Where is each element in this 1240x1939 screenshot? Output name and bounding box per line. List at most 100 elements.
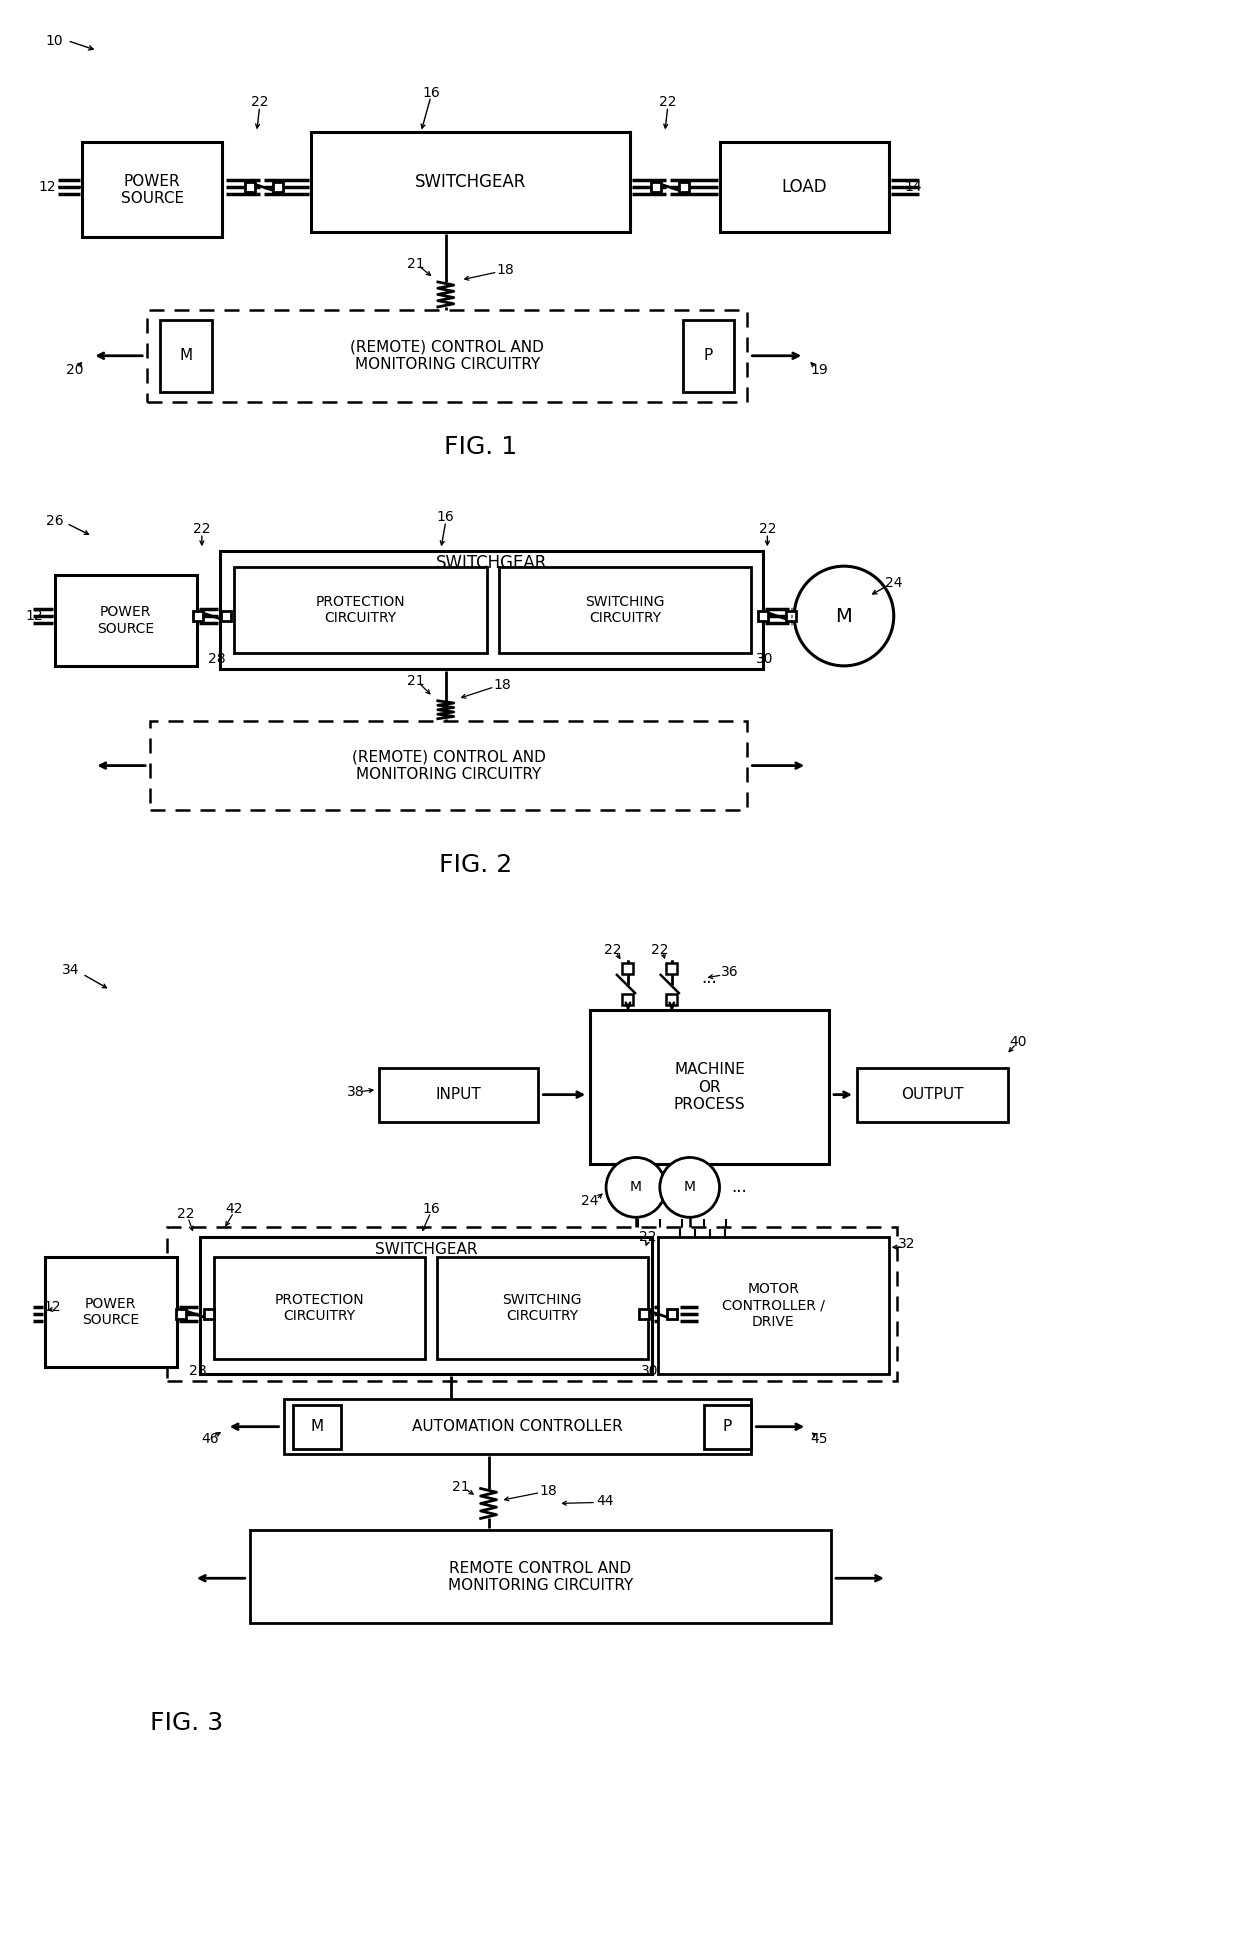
Bar: [498, 566, 751, 653]
Text: 19: 19: [810, 363, 828, 376]
Bar: [200, 1237, 652, 1375]
Text: 21: 21: [451, 1479, 470, 1493]
Text: 36: 36: [720, 966, 738, 979]
Text: 20: 20: [66, 363, 83, 376]
Bar: [311, 132, 630, 233]
Text: 21: 21: [407, 675, 425, 688]
Text: FIG. 3: FIG. 3: [150, 1710, 223, 1735]
Bar: [703, 1404, 751, 1448]
Bar: [658, 1237, 889, 1375]
Ellipse shape: [794, 566, 894, 665]
Text: 16: 16: [422, 85, 440, 99]
Text: M: M: [180, 349, 192, 363]
Text: 18: 18: [494, 679, 511, 692]
Bar: [759, 611, 769, 620]
Text: 28: 28: [188, 1363, 207, 1379]
Bar: [244, 182, 254, 192]
Bar: [167, 1227, 897, 1381]
Text: SWITCHGEAR: SWITCHGEAR: [374, 1241, 477, 1256]
Bar: [221, 611, 231, 620]
Text: 22: 22: [651, 942, 668, 958]
Text: 24: 24: [582, 1194, 599, 1208]
Text: 21: 21: [407, 258, 425, 271]
Text: 45: 45: [811, 1431, 828, 1446]
Bar: [719, 142, 889, 233]
Text: M: M: [836, 607, 852, 626]
Text: INPUT: INPUT: [435, 1088, 481, 1101]
Text: 30: 30: [755, 652, 773, 665]
Bar: [639, 1309, 649, 1319]
Text: 30: 30: [641, 1363, 658, 1379]
Text: LOAD: LOAD: [781, 178, 827, 196]
Bar: [379, 1068, 538, 1121]
Text: 22: 22: [604, 942, 621, 958]
Bar: [176, 1309, 186, 1319]
Text: M: M: [683, 1181, 696, 1194]
Text: REMOTE CONTROL AND
MONITORING CIRCUITRY: REMOTE CONTROL AND MONITORING CIRCUITRY: [448, 1561, 632, 1594]
Text: 16: 16: [436, 510, 455, 524]
Text: 22: 22: [759, 522, 776, 537]
Text: 44: 44: [596, 1495, 614, 1509]
Bar: [436, 1256, 647, 1359]
Bar: [590, 1010, 830, 1165]
Text: 34: 34: [62, 964, 79, 977]
Text: MACHINE
OR
PROCESS: MACHINE OR PROCESS: [673, 1063, 745, 1113]
Text: FIG. 2: FIG. 2: [439, 853, 512, 876]
Bar: [667, 1309, 677, 1319]
Text: AUTOMATION CONTROLLER: AUTOMATION CONTROLLER: [412, 1419, 622, 1433]
Text: 24: 24: [885, 576, 903, 589]
Text: SWITCHING
CIRCUITRY: SWITCHING CIRCUITRY: [585, 595, 665, 624]
Text: 12: 12: [43, 1299, 61, 1315]
Text: 28: 28: [208, 652, 226, 665]
Text: 26: 26: [46, 514, 63, 527]
Bar: [193, 611, 203, 620]
Text: SWITCHGEAR: SWITCHGEAR: [436, 555, 547, 572]
Text: PROTECTION
CIRCUITRY: PROTECTION CIRCUITRY: [274, 1293, 365, 1322]
Bar: [219, 551, 764, 669]
Text: 42: 42: [224, 1202, 243, 1216]
Bar: [213, 1256, 425, 1359]
Bar: [666, 964, 677, 973]
Bar: [786, 611, 796, 620]
Text: 12: 12: [38, 180, 56, 194]
Bar: [273, 182, 283, 192]
Text: 22: 22: [658, 95, 677, 109]
Text: 14: 14: [905, 180, 923, 194]
Bar: [284, 1398, 751, 1454]
Text: 10: 10: [46, 33, 63, 48]
Text: PROTECTION
CIRCUITRY: PROTECTION CIRCUITRY: [315, 595, 405, 624]
Bar: [233, 566, 486, 653]
Text: (REMOTE) CONTROL AND
MONITORING CIRCUITRY: (REMOTE) CONTROL AND MONITORING CIRCUITR…: [352, 748, 546, 781]
Text: ...: ...: [732, 1179, 748, 1196]
Text: OUTPUT: OUTPUT: [901, 1088, 963, 1101]
Bar: [148, 310, 748, 401]
Bar: [45, 1256, 177, 1367]
Text: 22: 22: [639, 1229, 657, 1245]
Text: 22: 22: [193, 522, 211, 537]
Text: M: M: [630, 1181, 642, 1194]
Bar: [160, 320, 212, 392]
Bar: [857, 1068, 1008, 1121]
Text: 46: 46: [201, 1431, 218, 1446]
Text: 16: 16: [422, 1202, 440, 1216]
Text: 22: 22: [177, 1208, 195, 1222]
Bar: [249, 1530, 831, 1623]
Text: 18: 18: [539, 1483, 557, 1497]
Text: ...: ...: [702, 970, 718, 987]
Bar: [683, 320, 734, 392]
Bar: [666, 995, 677, 1004]
Text: P: P: [723, 1419, 732, 1435]
Text: M: M: [311, 1419, 324, 1435]
Text: POWER
SOURCE: POWER SOURCE: [120, 175, 184, 206]
Bar: [678, 182, 688, 192]
Text: 22: 22: [250, 95, 268, 109]
Text: FIG. 1: FIG. 1: [444, 434, 517, 458]
Text: 12: 12: [26, 609, 43, 622]
Bar: [622, 995, 634, 1004]
Ellipse shape: [606, 1158, 666, 1218]
Text: MOTOR
CONTROLLER /
DRIVE: MOTOR CONTROLLER / DRIVE: [722, 1282, 825, 1328]
Bar: [150, 721, 748, 811]
Ellipse shape: [660, 1158, 719, 1218]
Text: 40: 40: [1009, 1035, 1027, 1049]
Text: SWITCHING
CIRCUITRY: SWITCHING CIRCUITRY: [502, 1293, 582, 1322]
